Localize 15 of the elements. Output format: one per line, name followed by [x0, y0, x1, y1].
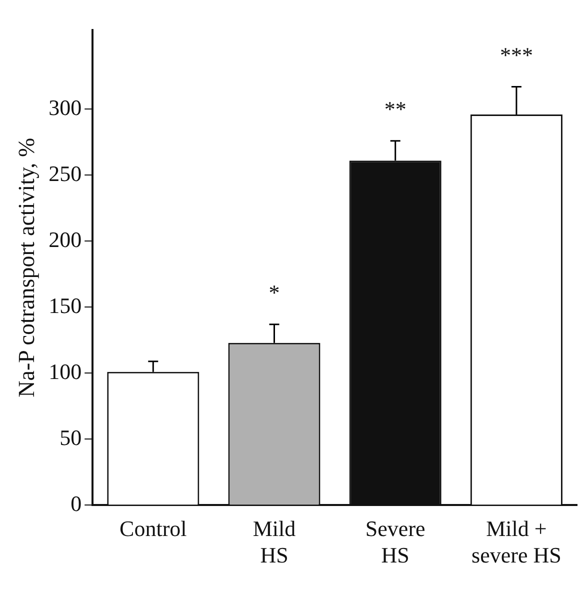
x-tick-label: Control: [120, 516, 187, 542]
y-tick-label: 300: [48, 94, 82, 120]
y-axis-title: Na-P cotransport activity, %: [14, 138, 39, 398]
y-tick-label: 100: [48, 358, 82, 384]
x-tick-label: Mild HS: [252, 516, 296, 568]
y-tick-label: 0: [70, 490, 82, 516]
y-tick-label: 50: [60, 424, 82, 450]
annotation: ***: [500, 42, 533, 68]
x-tick-label: Severe HS: [365, 516, 426, 568]
y-tick-label: 250: [48, 160, 82, 186]
y-tick-label: 150: [48, 292, 82, 318]
y-tick-label: 200: [48, 226, 82, 252]
annotation: *: [268, 280, 280, 306]
annotation: **: [384, 96, 406, 122]
x-tick-label: Mild + severe HS: [472, 516, 562, 568]
